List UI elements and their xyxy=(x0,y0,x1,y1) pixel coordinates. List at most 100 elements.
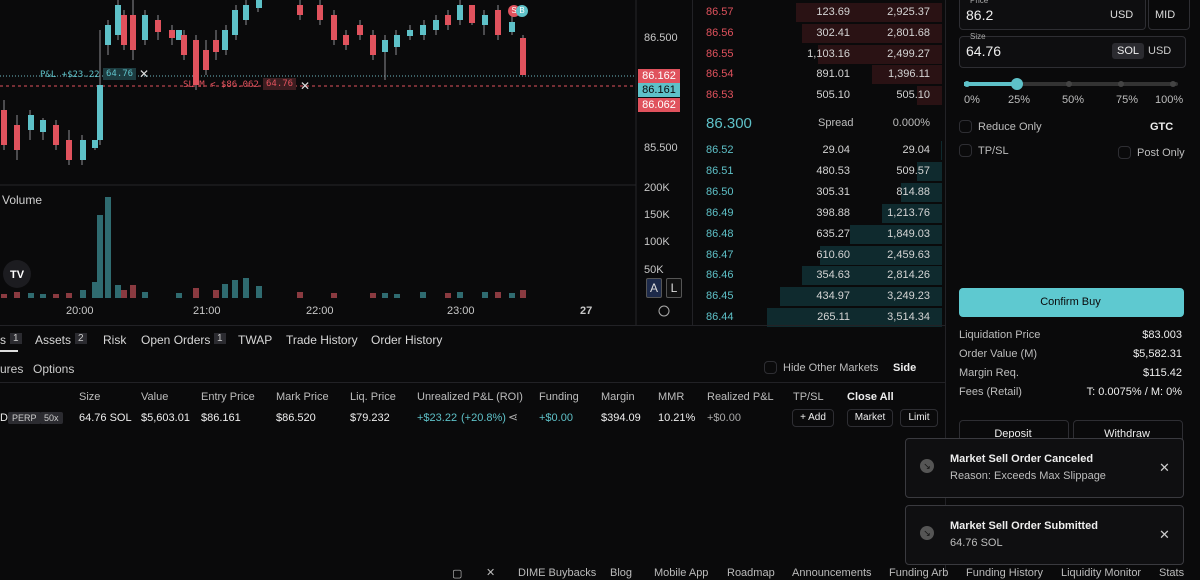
footer-link[interactable]: Liquidity Monitor xyxy=(1061,567,1142,579)
footer-link[interactable]: Announcements xyxy=(792,567,872,579)
toast-close[interactable]: ✕ xyxy=(1159,460,1170,475)
unit-toggle[interactable]: USD xyxy=(1148,45,1172,57)
mid-button-text[interactable]: MID xyxy=(1155,9,1176,21)
spread-label: Spread xyxy=(818,117,854,129)
confirm-button[interactable] xyxy=(959,288,1184,317)
book-total: 509.57 xyxy=(896,164,930,177)
book-price[interactable]: 86.47 xyxy=(706,248,734,261)
footer-link[interactable]: Roadmap xyxy=(727,567,775,579)
tab[interactable]: Assets xyxy=(35,333,72,347)
roi-cell: (+20.8%) xyxy=(461,412,506,424)
info-value: $83.003 xyxy=(1142,329,1182,341)
action-text[interactable]: Market xyxy=(854,412,886,423)
book-total: 2,801.68 xyxy=(887,26,930,39)
tab-underline xyxy=(0,350,18,352)
action-button[interactable] xyxy=(847,409,893,427)
slider-thumb[interactable] xyxy=(1011,78,1023,90)
toast-icon: ↘ xyxy=(920,459,934,473)
footer-link[interactable]: DIME Buybacks xyxy=(518,567,597,579)
book-price[interactable]: 86.50 xyxy=(706,185,734,198)
price-unit: USD xyxy=(1110,9,1134,21)
table-cell: $86.520 xyxy=(276,412,316,424)
book-price[interactable]: 86.51 xyxy=(706,164,734,177)
subtab[interactable]: ures xyxy=(0,362,24,376)
size-input[interactable] xyxy=(959,36,1186,68)
book-price[interactable]: 86.46 xyxy=(706,269,734,282)
action-button[interactable] xyxy=(900,409,938,427)
footer-link[interactable]: Funding Arb xyxy=(889,567,949,579)
scale-button[interactable]: L xyxy=(666,278,682,298)
settings-icon[interactable] xyxy=(658,305,670,317)
book-size: 434.97 xyxy=(816,290,850,303)
action-text[interactable]: + Add xyxy=(800,412,826,423)
reduce-only-checkbox[interactable] xyxy=(959,120,972,133)
time-tick-label: 22:00 xyxy=(306,305,334,317)
book-total: 3,514.34 xyxy=(887,311,930,324)
book-price[interactable]: 86.49 xyxy=(706,206,734,219)
mid-price: 86.300 xyxy=(706,115,752,132)
tab[interactable]: TWAP xyxy=(238,333,273,347)
subtab[interactable]: Options xyxy=(33,362,75,376)
action-button[interactable] xyxy=(792,409,834,427)
margin-cell: $394.09 xyxy=(601,412,641,424)
hide-other-checkbox[interactable] xyxy=(764,361,777,374)
price-input[interactable] xyxy=(959,0,1146,30)
deposit-text[interactable]: Deposit xyxy=(994,428,1032,440)
book-price[interactable]: 86.54 xyxy=(706,68,734,81)
book-price[interactable]: 86.52 xyxy=(706,144,734,156)
table-header[interactable]: Close All xyxy=(847,391,894,403)
footer-link[interactable]: Blog xyxy=(610,567,633,579)
info-label: Fees (Retail) xyxy=(959,386,1022,398)
tab[interactable]: Trade History xyxy=(286,333,358,347)
mid-button[interactable] xyxy=(1148,0,1190,30)
footer-link[interactable]: Funding History xyxy=(966,567,1044,579)
book-price[interactable]: 86.55 xyxy=(706,47,734,60)
scale-button[interactable]: A xyxy=(646,278,662,298)
tab[interactable]: Open Orders xyxy=(141,333,211,347)
footer-link[interactable]: Mobile App xyxy=(654,567,709,579)
depth-bar xyxy=(767,308,942,328)
slider-dot xyxy=(1170,81,1176,87)
sl-close[interactable]: ✕ xyxy=(300,79,311,93)
book-size: 480.53 xyxy=(816,164,850,177)
divider xyxy=(0,325,945,326)
footer-icon: ▢ xyxy=(452,568,463,580)
book-price[interactable]: 86.56 xyxy=(706,26,734,39)
footer-link[interactable]: Stats xyxy=(1159,567,1185,579)
book-price[interactable]: 86.45 xyxy=(706,290,734,303)
book-size: 635.27 xyxy=(816,227,850,240)
book-size: 610.60 xyxy=(816,248,850,261)
unit-toggle[interactable]: SOL xyxy=(1112,43,1145,59)
tpsl-checkbox[interactable] xyxy=(959,144,972,157)
slider-dot xyxy=(1066,81,1072,87)
funding-cell: +$0.00 xyxy=(539,412,573,424)
toast-close[interactable]: ✕ xyxy=(1159,527,1170,542)
depth-bar xyxy=(796,3,942,22)
confirm-button-text[interactable]: Confirm Buy xyxy=(1040,296,1101,308)
book-total: 2,459.63 xyxy=(887,248,930,261)
book-size: 302.41 xyxy=(816,26,850,39)
info-label: Liquidation Price xyxy=(959,329,1041,341)
tab-count: 1 xyxy=(214,333,226,344)
price-label: Price xyxy=(970,0,989,5)
book-price[interactable]: 86.53 xyxy=(706,89,734,102)
book-price[interactable]: 86.48 xyxy=(706,227,734,240)
share-icon[interactable]: ⋖ xyxy=(508,410,519,424)
tab[interactable]: s xyxy=(0,333,6,347)
time-tick-label: 20:00 xyxy=(66,305,94,317)
book-price[interactable]: 86.57 xyxy=(706,6,734,18)
withdraw-text[interactable]: Withdraw xyxy=(1104,428,1150,440)
toast xyxy=(905,438,1184,498)
volume-up xyxy=(28,197,515,298)
tab[interactable]: Order History xyxy=(371,333,443,347)
depth-bar xyxy=(780,287,942,307)
action-text[interactable]: Limit xyxy=(908,412,930,423)
table-header: Realized P&L xyxy=(707,391,774,403)
tif-select[interactable]: GTC xyxy=(1150,121,1174,133)
post-only-checkbox[interactable] xyxy=(1118,146,1131,159)
tab[interactable]: Risk xyxy=(103,333,127,347)
pnl-close[interactable]: ✕ xyxy=(139,67,150,81)
book-price[interactable]: 86.44 xyxy=(706,311,734,324)
side-select[interactable]: Side xyxy=(893,362,917,374)
book-size: 505.10 xyxy=(816,89,850,102)
